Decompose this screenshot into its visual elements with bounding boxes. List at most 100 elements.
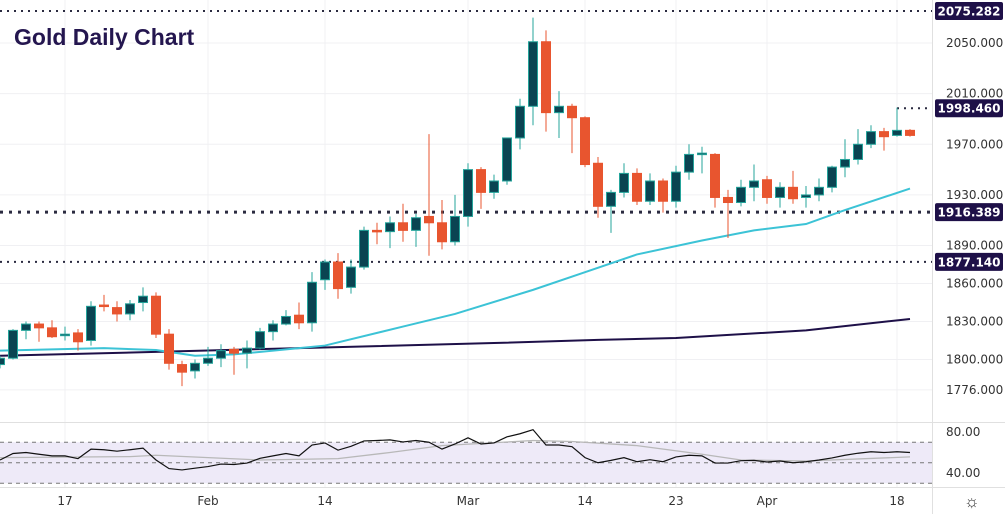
rsi-pane <box>0 428 932 484</box>
candle-up <box>86 305 96 342</box>
level-label-bg <box>935 203 1003 222</box>
candle-up <box>346 266 356 288</box>
candle-up <box>138 295 148 304</box>
candle-down <box>788 186 798 200</box>
candle-up <box>775 186 785 198</box>
candle-up <box>671 171 681 202</box>
candle-up <box>489 180 499 193</box>
level-label-bg <box>935 1 1003 20</box>
candle-down <box>593 162 603 207</box>
level-label: 1998.460 <box>937 102 1000 116</box>
candle-up <box>242 347 252 354</box>
candle-down <box>151 295 161 335</box>
candle-down <box>177 364 187 373</box>
candle-up <box>8 329 18 359</box>
candle-up <box>606 191 616 207</box>
level-label-bg <box>935 99 1003 118</box>
ma-slow-line <box>0 317 911 357</box>
candle-down <box>333 261 343 290</box>
candle-up <box>359 229 369 268</box>
candle-up <box>281 315 291 325</box>
level-label-bg <box>935 252 1003 271</box>
rsi-tick-label: 40.00 <box>946 466 980 480</box>
level-label: 1916.389 <box>937 206 1000 220</box>
candle-up <box>853 143 863 160</box>
candle-down <box>294 314 304 324</box>
price-tick-label: 1970.000 <box>946 137 1003 151</box>
rsi-tick-label: 80.00 <box>946 425 980 439</box>
candle-down <box>229 348 239 354</box>
candle-up <box>307 281 317 324</box>
candle-up <box>60 333 70 337</box>
price-tick-label: 1930.000 <box>946 188 1003 202</box>
gear-icon[interactable]: ☼ <box>964 492 980 511</box>
candle-up <box>684 153 694 173</box>
candle-down <box>762 179 772 198</box>
candle-up <box>203 357 213 364</box>
candle-up <box>450 215 460 243</box>
rsi-line <box>0 428 911 471</box>
candle-up <box>892 129 902 136</box>
candle-up <box>619 172 629 193</box>
price-tick-label: 2050.000 <box>946 36 1003 50</box>
time-tick-label: 17 <box>57 494 72 508</box>
candle-down <box>632 172 642 202</box>
candle-up <box>385 222 395 233</box>
candle-up <box>216 350 226 359</box>
time-tick-label: Apr <box>757 494 778 508</box>
candle-up <box>411 217 421 231</box>
candle-up <box>125 303 135 315</box>
candle-down <box>879 131 889 138</box>
candle-down <box>476 169 486 193</box>
candle-down <box>47 327 57 338</box>
time-tick-label: 23 <box>668 494 683 508</box>
candle-up <box>515 105 525 139</box>
candle-down <box>164 333 174 364</box>
time-tick-label: 14 <box>577 494 592 508</box>
price-levels <box>0 9 932 263</box>
candle-down <box>567 105 577 119</box>
candle-up <box>554 105 564 114</box>
candle-up <box>268 323 278 333</box>
candle-up <box>814 186 824 196</box>
candle-up <box>736 186 746 204</box>
candle-up <box>528 41 538 107</box>
price-tick-label: 2010.000 <box>946 87 1003 101</box>
time-tick-label: Mar <box>457 494 480 508</box>
price-axis[interactable]: 80.00 40.00 1776.000 1800.000 1830.000 1860.0… <box>946 36 1003 480</box>
candle-up <box>697 152 707 156</box>
candle-down <box>710 153 720 198</box>
candle-up <box>21 323 31 331</box>
candle-down <box>905 129 915 136</box>
time-tick-label: 18 <box>889 494 904 508</box>
candle-up <box>255 331 265 349</box>
moving-averages <box>0 187 911 357</box>
candle-up <box>840 158 850 168</box>
candle-up <box>190 362 200 372</box>
candle-down <box>580 117 590 166</box>
price-tick-label: 1776.000 <box>946 383 1003 397</box>
chart-title: Gold Daily Chart <box>14 24 195 50</box>
time-axis[interactable]: 17 Feb 14 Mar 14 23 Apr 18 <box>57 494 904 508</box>
level-label: 2075.282 <box>937 4 1000 18</box>
time-tick-label: Feb <box>197 494 218 508</box>
candle-up <box>866 131 876 145</box>
candle-down <box>541 41 551 114</box>
candle-up <box>645 180 655 202</box>
candle-down <box>99 304 109 308</box>
time-tick-label: 14 <box>317 494 332 508</box>
ma-fast-line <box>0 187 911 357</box>
candle-down <box>723 196 733 204</box>
candle-up <box>320 261 330 281</box>
candle-up <box>749 180 759 188</box>
candle-down <box>73 332 83 343</box>
price-tick-label: 1860.000 <box>946 277 1003 291</box>
price-tick-label: 1830.000 <box>946 315 1003 329</box>
candle-up <box>502 137 512 182</box>
candle-up <box>827 166 837 188</box>
candle-down <box>372 229 382 233</box>
candle-down <box>658 180 668 202</box>
candle-up <box>801 194 811 198</box>
